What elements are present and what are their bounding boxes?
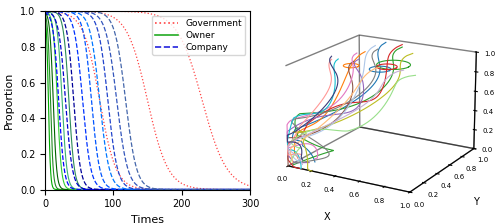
X-axis label: Times: Times [131,215,164,223]
Y-axis label: Proportion: Proportion [4,72,15,129]
Y-axis label: Y: Y [473,197,478,207]
Legend: Government, Owner, Company: Government, Owner, Company [152,16,246,55]
X-axis label: X: X [324,212,331,222]
